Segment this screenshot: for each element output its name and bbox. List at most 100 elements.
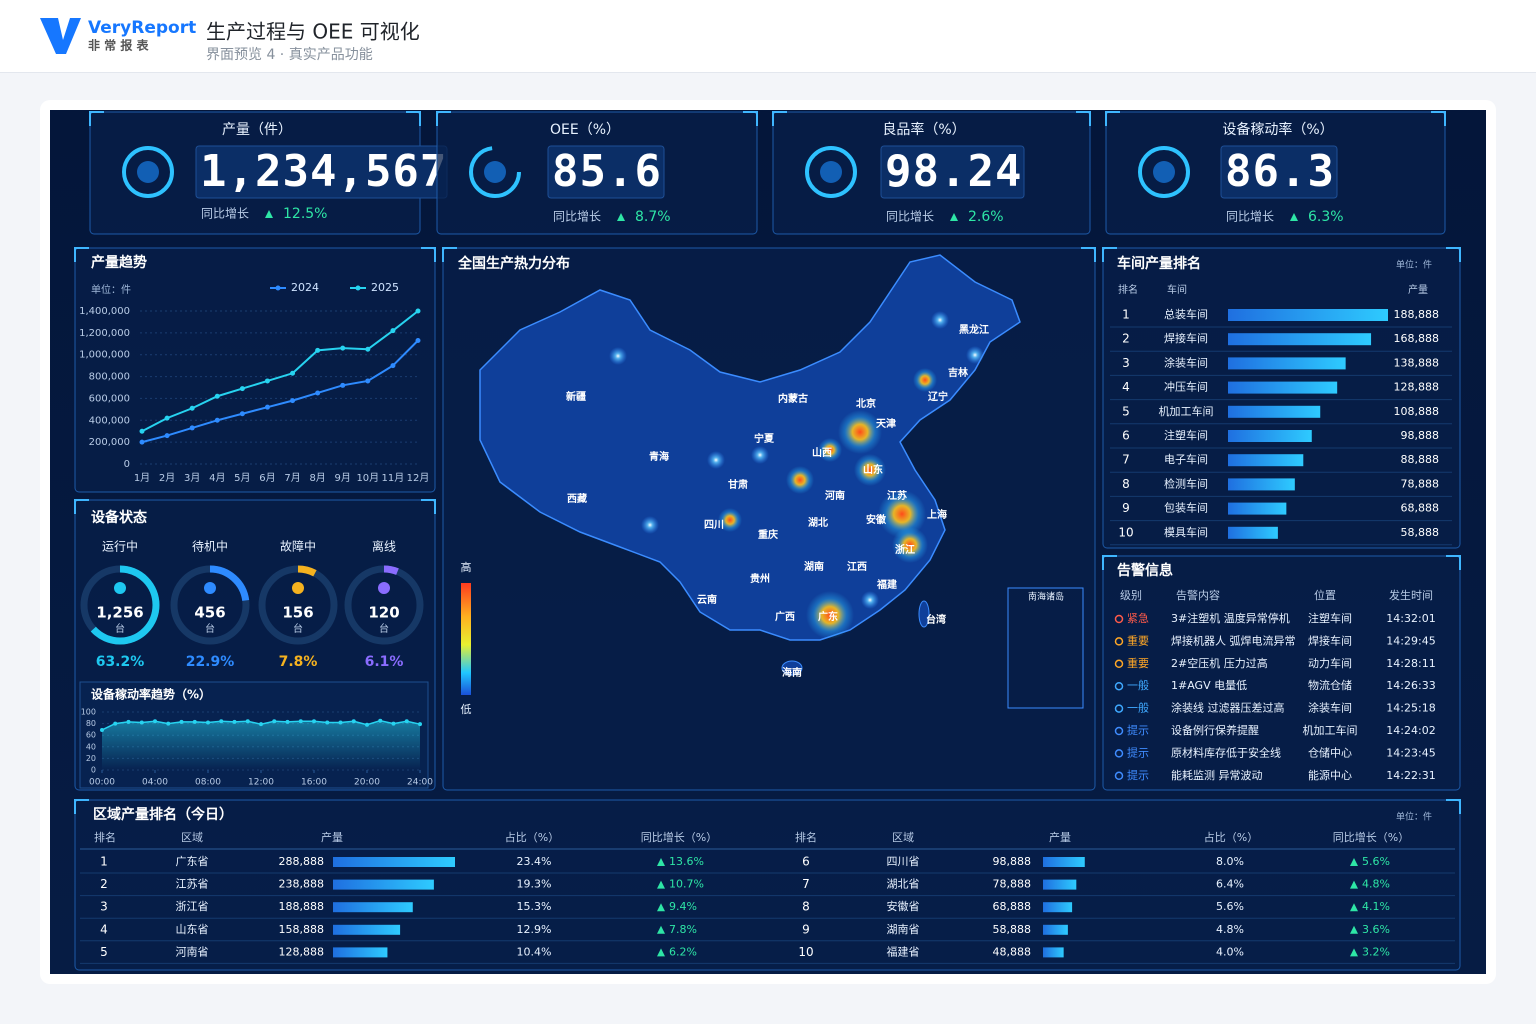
inset-label: 南海诸岛: [1028, 591, 1064, 603]
rank: 9: [1122, 501, 1130, 515]
status-unit: 台: [379, 622, 389, 635]
bar-label: 128,888: [279, 945, 325, 958]
point: [139, 439, 145, 445]
panel-corner: [1102, 555, 1461, 570]
heat-spot: [913, 368, 937, 392]
bar-label: 68,888: [1401, 502, 1440, 515]
region-name: 河南省: [176, 945, 209, 958]
workshop-name: 电子车间: [1164, 452, 1208, 466]
column-header: 同比增长（%）: [1333, 830, 1409, 844]
workshop-name: 检测车间: [1164, 476, 1208, 490]
kpi-growth: 6.3%: [1308, 209, 1344, 225]
point: [365, 346, 371, 352]
panel-title: 全国生产热力分布: [457, 255, 570, 272]
up-arrow: [617, 213, 625, 221]
province-label: 福建: [876, 578, 898, 591]
bar: [1228, 454, 1304, 467]
panel-corner: [772, 111, 1091, 126]
kpi-value-bg: [1220, 145, 1338, 199]
point: [378, 718, 383, 723]
kpi-value-bg: [547, 145, 665, 199]
province-label: 江西: [847, 560, 867, 573]
kpi-value: 1,234,567: [200, 146, 447, 197]
workshop-name: 模具车间: [1164, 525, 1208, 539]
heat-spot: [854, 454, 886, 486]
panel-corner: [89, 111, 421, 126]
status-label: 离线: [372, 539, 396, 554]
x-tick-label: 5月: [234, 472, 250, 484]
province-label: 山东: [863, 463, 883, 476]
kpi-value: 85.6: [552, 146, 662, 197]
kpi-icon: [122, 146, 174, 198]
line: [141, 310, 419, 433]
bar-label: 138,888: [1394, 356, 1440, 369]
bar: [1228, 309, 1388, 321]
alert-level: 一般: [1127, 679, 1149, 692]
panel: [1102, 555, 1461, 791]
legend-label: 2024: [291, 281, 319, 294]
province-label: 浙江: [895, 543, 915, 556]
point: [232, 719, 237, 724]
alert-time: 14:25:18: [1386, 702, 1435, 715]
city-glow: [861, 591, 879, 609]
bar-label: 48,888: [993, 945, 1032, 958]
status-pct: 7.8%: [279, 654, 318, 670]
x-tick-label: 10月: [356, 472, 379, 484]
region-name: 湖北省: [887, 878, 920, 891]
bar-label: 288,888: [279, 855, 325, 868]
point: [259, 722, 263, 727]
column-header: 车间: [1167, 283, 1187, 296]
heat-spot: [818, 438, 842, 462]
kpi-growth-label: 同比增长: [886, 210, 934, 224]
point: [365, 378, 371, 384]
status-label: 运行中: [102, 539, 138, 554]
column-header: 同比增长（%）: [641, 830, 717, 844]
rank: 2: [1122, 332, 1130, 346]
alert-content: 涂装线 过滤器压差过高: [1171, 701, 1285, 715]
point: [239, 386, 245, 392]
point: [264, 404, 270, 410]
point: [340, 345, 346, 351]
growth: 5.6%: [1362, 855, 1390, 868]
point: [290, 398, 296, 404]
panel: [1102, 247, 1461, 549]
point: [404, 719, 409, 724]
column-header: 区域: [181, 831, 203, 844]
growth: 9.4%: [669, 900, 697, 913]
rank: 5: [100, 945, 108, 959]
point: [166, 721, 171, 726]
alert-location: 注塑车间: [1308, 611, 1352, 625]
province-label: 内蒙古: [778, 392, 808, 405]
kpi-growth: 2.6%: [968, 209, 1004, 225]
status-count: 456: [194, 604, 225, 622]
alert-level: 重要: [1127, 656, 1149, 670]
rank: 8: [802, 900, 810, 914]
bar-label: 98,888: [993, 855, 1032, 868]
rank: 4: [100, 922, 108, 936]
province-label: 湖北: [808, 516, 828, 529]
rank: 10: [798, 945, 813, 959]
alert-level: 紧急: [1127, 611, 1149, 625]
panel-title: 告警信息: [1117, 562, 1173, 579]
page-title: 生产过程与 OEE 可视化: [206, 20, 420, 44]
panel-corner: [436, 111, 758, 126]
y-tick-label: 40: [86, 742, 96, 751]
up-arrow: [1290, 213, 1298, 221]
province-label: 吉林: [948, 366, 969, 379]
bar-label: 88,888: [1401, 453, 1440, 466]
alert-location: 物流仓储: [1308, 678, 1352, 692]
level-dot: [1114, 704, 1124, 713]
alert-content: 原材料库存低于安全线: [1171, 745, 1281, 759]
bar: [1043, 924, 1068, 935]
up-arrow: [1350, 903, 1358, 912]
x-tick-label: 12:00: [248, 778, 274, 788]
legend-high: 高: [461, 560, 472, 574]
point: [415, 308, 421, 314]
bar-label: 168,888: [1394, 332, 1440, 345]
point: [206, 720, 210, 725]
alert-content: 焊接机器人 弧焊电流异常: [1171, 633, 1296, 647]
heat-spot: [892, 527, 928, 563]
share: 4.0%: [1216, 945, 1244, 958]
point: [219, 719, 224, 724]
panel-title: 车间产量排名: [1117, 255, 1201, 272]
